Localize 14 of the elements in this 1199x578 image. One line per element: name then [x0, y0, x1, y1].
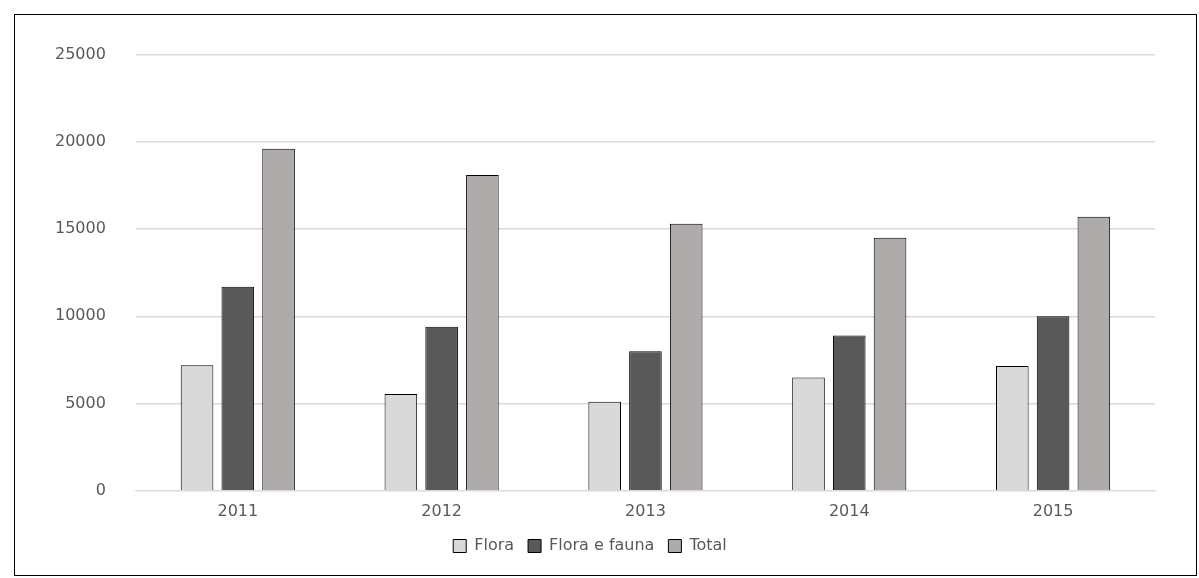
x-tick-label: 2011	[217, 500, 259, 520]
y-tick-label: 15000	[54, 218, 106, 238]
legend-label: Flora	[474, 535, 515, 555]
legend-label: Flora e fauna	[549, 535, 655, 555]
x-tick-label: 2015	[1032, 500, 1074, 520]
y-tick-label: 20000	[54, 131, 106, 150]
y-tick-label: 5000	[65, 392, 106, 412]
legend-label: Total	[688, 535, 727, 555]
y-tick-label: 25000	[54, 43, 106, 63]
y-tick-label: 0	[95, 479, 106, 499]
y-tick-label: 10000	[54, 305, 106, 325]
x-tick-label: 2012	[421, 500, 462, 520]
x-tick-label: 2013	[625, 500, 666, 520]
x-tick-label: 2014	[828, 500, 870, 520]
